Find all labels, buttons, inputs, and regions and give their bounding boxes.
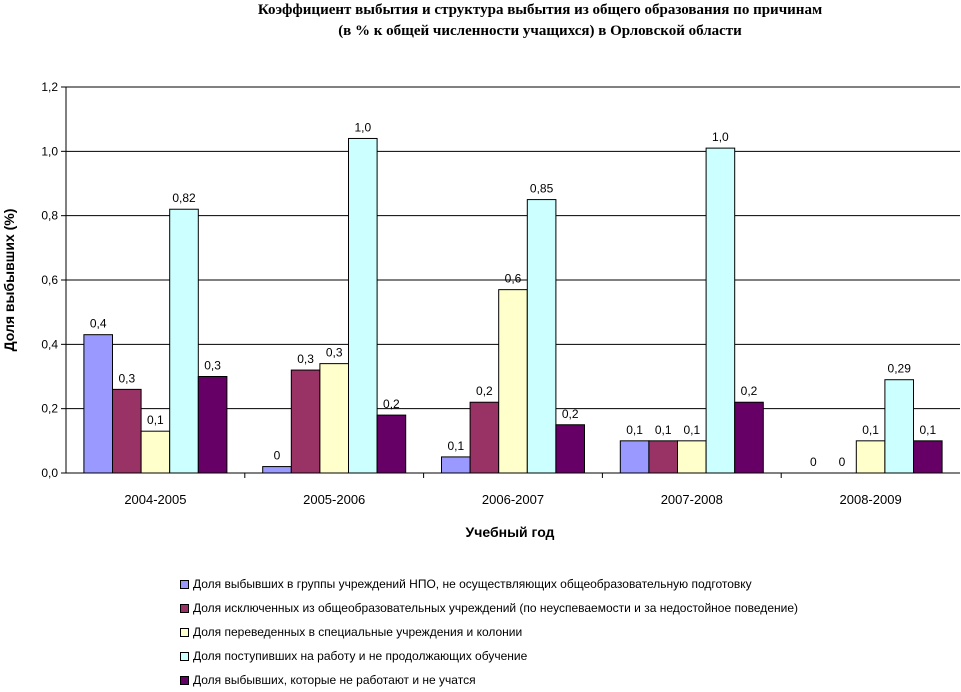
bar <box>648 440 679 474</box>
bar <box>619 440 650 474</box>
legend-swatch <box>180 675 189 685</box>
data-label: 0,1 <box>683 423 700 437</box>
legend-label: Доля выбывших, которые не работают и не … <box>193 673 476 687</box>
legend-label: Доля поступивших на работу и не продолжа… <box>193 649 528 663</box>
data-label: 0,82 <box>172 191 196 205</box>
chart-title-line-2: (в % к общей численности учащихся) в Орл… <box>338 23 742 39</box>
data-label: 0,2 <box>741 384 758 398</box>
data-label: 1,0 <box>354 120 371 134</box>
data-label: 0,3 <box>118 371 135 385</box>
bar <box>112 388 142 474</box>
legend-item: Доля выбывших в группы учреждений НПО, н… <box>180 572 798 596</box>
chart-title: Коэффициент выбытия и структура выбытия … <box>120 0 960 42</box>
bar <box>197 376 228 474</box>
data-label: 0,1 <box>447 439 464 453</box>
data-label: 0 <box>274 449 281 463</box>
data-label: 0 <box>839 455 846 469</box>
legend-label: Доля выбывших в группы учреждений НПО, н… <box>193 577 752 591</box>
data-label: 0,2 <box>476 384 493 398</box>
bar <box>705 147 736 474</box>
legend-item: Доля поступивших на работу и не продолжа… <box>180 644 798 668</box>
data-label: 0,29 <box>888 362 912 376</box>
bar <box>290 369 321 474</box>
data-label: 0,3 <box>326 346 343 360</box>
y-tick-label: 1,0 <box>41 144 58 158</box>
legend-swatch <box>180 579 189 589</box>
legend-swatch <box>180 627 189 637</box>
bar <box>555 424 586 474</box>
bar <box>140 430 171 474</box>
data-label: 0,2 <box>562 407 579 421</box>
data-label: 0,3 <box>204 359 221 373</box>
y-tick-label: 0,2 <box>41 402 58 416</box>
bar <box>884 379 915 474</box>
x-tick-label: 2005-2006 <box>303 492 365 507</box>
legend-label: Доля переведенных в специальные учрежден… <box>193 625 523 639</box>
data-label: 0,85 <box>530 182 554 196</box>
legend-label: Доля исключенных из общеобразовательных … <box>193 601 798 615</box>
y-tick-label: 0,0 <box>41 466 58 480</box>
data-label: 0,3 <box>297 352 314 366</box>
data-label: 0,6 <box>505 272 522 286</box>
legend: Доля выбывших в группы учреждений НПО, н… <box>180 572 798 692</box>
data-label: 0,1 <box>626 423 643 437</box>
legend-swatch <box>180 651 189 661</box>
x-axis-title: Учебный год <box>466 524 555 540</box>
legend-swatch <box>180 603 189 613</box>
data-label: 0 <box>810 455 817 469</box>
chart-title-line-1: Коэффициент выбытия и структура выбытия … <box>257 2 823 18</box>
y-tick-label: 0,6 <box>41 273 58 287</box>
bar <box>855 440 886 474</box>
bar <box>677 440 707 474</box>
data-label: 0,1 <box>655 423 672 437</box>
data-label: 0,4 <box>90 317 107 331</box>
bar <box>526 199 557 474</box>
y-tick-label: 1,2 <box>41 80 58 94</box>
data-label: 0,2 <box>383 397 400 411</box>
x-tick-label: 2006-2007 <box>482 492 544 507</box>
bar <box>498 289 528 474</box>
y-axis-title: Доля выбывших (%) <box>1 209 17 352</box>
bar <box>262 466 292 474</box>
bar <box>348 137 378 474</box>
bar <box>913 440 943 474</box>
bar <box>376 414 407 474</box>
x-tick-label: 2004-2005 <box>124 492 186 507</box>
data-label: 0,1 <box>919 423 936 437</box>
bar <box>83 334 114 474</box>
bar <box>441 456 471 474</box>
bar <box>319 363 349 474</box>
y-tick-label: 0,8 <box>41 209 58 223</box>
x-tick-label: 2007-2008 <box>661 492 723 507</box>
legend-item: Доля исключенных из общеобразовательных … <box>180 596 798 620</box>
data-label: 0,1 <box>147 413 164 427</box>
bar-chart: 0,0 0,2 0,4 0,6 0,8 1,0 1,2 2004-2005 0,4 0,3 0,1 0… <box>1 80 960 540</box>
bar <box>469 401 500 474</box>
data-label: 1,0 <box>712 130 729 144</box>
y-tick-label: 0,4 <box>41 337 58 351</box>
bar <box>169 208 199 474</box>
bar <box>734 401 764 474</box>
legend-item: Доля выбывших, которые не работают и не … <box>180 668 798 692</box>
x-tick-label: 2008-2009 <box>840 492 902 507</box>
legend-item: Доля переведенных в специальные учрежден… <box>180 620 798 644</box>
data-label: 0,1 <box>862 423 879 437</box>
